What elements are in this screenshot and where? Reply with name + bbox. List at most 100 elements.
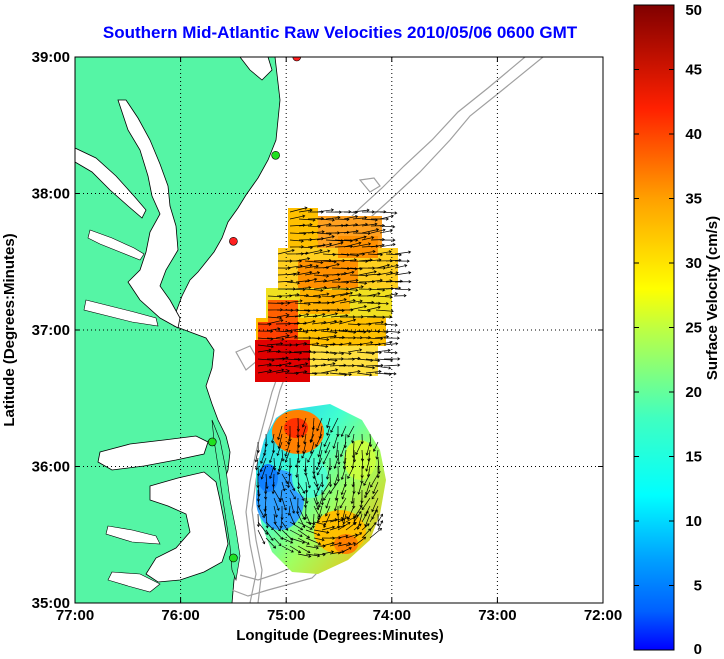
- velocity-arrow: [383, 330, 401, 334]
- x-axis: 77:00 76:00 75:00 74:00 73:00 72:00: [56, 57, 622, 624]
- outer-banks: [211, 419, 241, 582]
- map-grid: [75, 57, 603, 603]
- velocity-arrow: [297, 449, 301, 464]
- velocity-arrow: [311, 344, 329, 349]
- velocity-arrow: [313, 473, 319, 487]
- velocity-arrow: [367, 253, 384, 257]
- velocity-arrow: [374, 340, 393, 346]
- velocity-arrow: [330, 417, 339, 433]
- velocity-arrow: [284, 365, 303, 369]
- velocity-arrow: [379, 238, 396, 242]
- y-axis: 35:00 36:00 37:00 38:00 39:00: [32, 49, 603, 612]
- velocity-arrow: [273, 505, 278, 518]
- velocity-arrow: [383, 342, 399, 346]
- velocity-arrow: [293, 370, 308, 374]
- velocity-arrow: [279, 513, 283, 529]
- velocity-arrow: [379, 242, 396, 248]
- velocity-arrow: [361, 510, 369, 523]
- x-tick-label: 74:00: [373, 607, 411, 624]
- velocity-arrow: [353, 523, 362, 531]
- velocity-arrow: [365, 320, 384, 325]
- velocity-arrow: [337, 547, 352, 555]
- velocity-arrow: [302, 336, 321, 340]
- velocity-arrow: [289, 497, 296, 514]
- velocity-arrow: [273, 521, 281, 532]
- velocity-arrow: [322, 277, 341, 283]
- velocity-arrow: [286, 281, 301, 285]
- velocity-arrow: [369, 509, 378, 523]
- velocity-arrow: [302, 364, 319, 368]
- velocity-arrow: [348, 299, 363, 304]
- velocity-arrow: [259, 457, 267, 473]
- velocity-arrow: [320, 319, 338, 325]
- velocity-arrow: [284, 334, 298, 339]
- velocity-arrow: [315, 433, 323, 448]
- velocity-arrow: [356, 365, 376, 370]
- velocity-arrow: [339, 441, 347, 458]
- velocity-arrow: [289, 214, 306, 220]
- velocity-arrow: [356, 340, 374, 346]
- velocity-arrow: [353, 536, 367, 547]
- velocity-arrow: [329, 481, 339, 495]
- velocity-arrow: [374, 365, 392, 370]
- velocity-arrow: [349, 281, 368, 285]
- velocity-arrow: [267, 301, 285, 306]
- velocity-arrow: [317, 441, 323, 458]
- velocity-arrow: [340, 253, 360, 258]
- velocity-arrow: [341, 489, 347, 500]
- velocity-arrow: [383, 357, 401, 361]
- velocity-arrow: [338, 351, 352, 356]
- velocity-arrow: [365, 441, 371, 456]
- velocity-arrow: [379, 229, 393, 234]
- velocity-arrow: [307, 449, 315, 463]
- velocity-arrow: [320, 330, 338, 335]
- velocity-arrow: [351, 433, 355, 444]
- velocity-arrow: [366, 305, 381, 311]
- colorbar-tick-label: 10: [685, 513, 702, 530]
- velocity-arrow: [340, 481, 347, 496]
- velocity-arrow: [339, 497, 347, 509]
- velocity-arrow: [281, 473, 289, 485]
- velocity-arrow: [315, 457, 323, 471]
- velocity-arrow: [337, 449, 341, 465]
- velocity-arrow: [324, 441, 331, 454]
- velocity-arrow: [323, 433, 331, 447]
- station-marker: [271, 150, 280, 160]
- velocity-arrow: [266, 327, 281, 332]
- velocity-arrow: [394, 250, 412, 255]
- velocity-arrow: [383, 336, 400, 340]
- velocity-arrow: [358, 270, 377, 276]
- velocity-arrow: [281, 545, 294, 553]
- velocity-arrow: [305, 553, 321, 558]
- velocity-arrow: [369, 521, 377, 531]
- velocity-arrow: [394, 288, 412, 292]
- velocity-arrow: [275, 361, 292, 367]
- velocity-arrow: [347, 369, 361, 374]
- velocity-arrow: [285, 293, 300, 297]
- velocity-arrow: [297, 521, 313, 530]
- velocity-arrow: [304, 288, 324, 292]
- colorbar-label: Surface Velocity (cm/s): [704, 216, 721, 380]
- velocity-arrow: [377, 513, 384, 523]
- velocity-arrow: [305, 545, 319, 550]
- velocity-arrow: [366, 292, 381, 297]
- velocity-arrow: [337, 516, 349, 523]
- x-tick-label: 76:00: [161, 607, 199, 624]
- velocity-arrow: [361, 528, 372, 539]
- velocity-arrow: [330, 313, 349, 318]
- velocity-arrow: [383, 323, 398, 327]
- velocity-arrow: [352, 231, 371, 236]
- velocity-arrow: [289, 529, 303, 538]
- velocity-arrow: [295, 286, 312, 290]
- velocity-arrow: [301, 425, 307, 438]
- velocity-arrow: [361, 228, 380, 234]
- station-marker: [292, 57, 302, 62]
- colorbar-tick-label: 30: [685, 255, 702, 272]
- velocity-arrow: [277, 425, 283, 441]
- velocity-arrow: [347, 322, 361, 327]
- velocity-arrow: [361, 523, 370, 531]
- velocity-arrow: [368, 266, 387, 270]
- velocity-arrow: [277, 248, 295, 255]
- velocity-arrow: [295, 270, 313, 276]
